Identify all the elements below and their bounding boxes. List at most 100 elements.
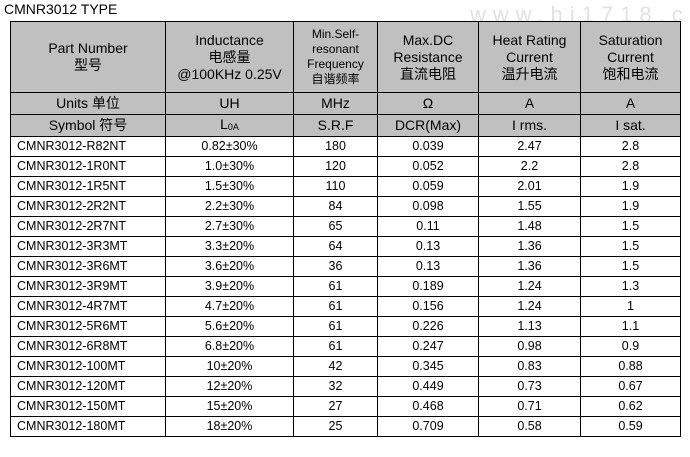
data-row: CMNR3012-6R8MT 6.8±20% 61 0.247 0.98 0.9 bbox=[10, 336, 681, 357]
data-row: CMNR3012-3R3MT 3.3±20% 64 0.13 1.36 1.5 bbox=[10, 236, 681, 257]
header-cell: Saturation Current 饱和电流 bbox=[580, 21, 681, 93]
cell: DCR(Max) bbox=[377, 114, 479, 137]
cell: Ω bbox=[377, 92, 479, 115]
data-row: CMNR3012-180MT 18±20% 25 0.709 0.58 0.59 bbox=[10, 416, 681, 437]
cell: 180 bbox=[293, 136, 378, 157]
cell: UH bbox=[165, 92, 294, 115]
cell: 0.59 bbox=[580, 416, 681, 437]
cell: 0.13 bbox=[377, 256, 479, 277]
header-line: Max.DC bbox=[402, 31, 454, 48]
cell: 0.82±30% bbox=[165, 136, 294, 157]
header-line: Part Number bbox=[48, 40, 128, 56]
cell: 120 bbox=[293, 156, 378, 177]
cell: 0.13 bbox=[377, 236, 479, 257]
header-row: Part Number 型号 Inductance 电感量 @100KHz 0.25V M… bbox=[10, 21, 681, 93]
cell: 1.3 bbox=[580, 276, 681, 297]
cell: 0.468 bbox=[377, 396, 479, 417]
cell: I rms. bbox=[478, 114, 581, 137]
cell: A bbox=[478, 92, 581, 115]
cell: 1.0±30% bbox=[165, 156, 294, 177]
cell: 0.11 bbox=[377, 216, 479, 237]
cell: 2.47 bbox=[478, 136, 581, 157]
header-line: Inductance bbox=[195, 31, 264, 48]
data-row: CMNR3012-4R7MT 4.7±20% 61 0.156 1.24 1 bbox=[10, 296, 681, 317]
header-line: Current bbox=[607, 48, 654, 65]
cell: CMNR3012-150MT bbox=[10, 396, 166, 417]
cell: 64 bbox=[293, 236, 378, 257]
cell: CMNR3012-6R8MT bbox=[10, 336, 166, 357]
header-line: 电感量 bbox=[208, 48, 251, 65]
header-line: Current bbox=[506, 48, 553, 65]
cell: 110 bbox=[293, 176, 378, 197]
cell: 0.58 bbox=[478, 416, 581, 437]
cell: 61 bbox=[293, 336, 378, 357]
header-cell: Heat Rating Current 温升电流 bbox=[478, 21, 581, 93]
cell: 2.2 bbox=[478, 156, 581, 177]
cell: 0.88 bbox=[580, 356, 681, 377]
cell: 0.247 bbox=[377, 336, 479, 357]
header-cell: Part Number 型号 bbox=[10, 21, 166, 93]
cell: 0.9 bbox=[580, 336, 681, 357]
cell: 0.098 bbox=[377, 196, 479, 217]
cell: 1.9 bbox=[580, 176, 681, 197]
cell: 0.62 bbox=[580, 396, 681, 417]
cell: 0.449 bbox=[377, 376, 479, 397]
cell: CMNR3012-1R0NT bbox=[10, 156, 166, 177]
cell: 0.73 bbox=[478, 376, 581, 397]
cell: 3.9±20% bbox=[165, 276, 294, 297]
data-row: CMNR3012-100MT 10±20% 42 0.345 0.83 0.88 bbox=[10, 356, 681, 377]
header-line: 饱和电流 bbox=[602, 65, 659, 82]
cell: 10±20% bbox=[165, 356, 294, 377]
cell: 18±20% bbox=[165, 416, 294, 437]
cell: 1.9 bbox=[580, 196, 681, 217]
data-row: CMNR3012-3R6MT 3.6±20% 36 0.13 1.36 1.5 bbox=[10, 256, 681, 277]
cell: CMNR3012-1R5NT bbox=[10, 176, 166, 197]
header-line: Frequency bbox=[307, 57, 364, 71]
cell: 42 bbox=[293, 356, 378, 377]
cell: 0.226 bbox=[377, 316, 479, 337]
cell: 1.5 bbox=[580, 216, 681, 237]
cell: 1.55 bbox=[478, 196, 581, 217]
cell: 12±20% bbox=[165, 376, 294, 397]
cell: L0A bbox=[165, 114, 294, 137]
symbols-row: Symbol 符号 L0A S.R.F DCR(Max) I rms. I sat. bbox=[10, 114, 681, 137]
cell: A bbox=[580, 92, 681, 115]
cell: 61 bbox=[293, 296, 378, 317]
cell: 3.3±20% bbox=[165, 236, 294, 257]
cell: 1.36 bbox=[478, 236, 581, 257]
cell: 27 bbox=[293, 396, 378, 417]
cell: CMNR3012-R82NT bbox=[10, 136, 166, 157]
header-line: 温升电流 bbox=[501, 65, 558, 82]
cell: 0.71 bbox=[478, 396, 581, 417]
cell: 1 bbox=[580, 296, 681, 317]
cell: 65 bbox=[293, 216, 378, 237]
cell: 61 bbox=[293, 316, 378, 337]
cell: 0.83 bbox=[478, 356, 581, 377]
data-row: CMNR3012-120MT 12±20% 32 0.449 0.73 0.67 bbox=[10, 376, 681, 397]
cell: Units 单位 bbox=[10, 92, 166, 115]
cell: 0.039 bbox=[377, 136, 479, 157]
header-line: Heat Rating bbox=[492, 31, 567, 48]
cell: 0.156 bbox=[377, 296, 479, 317]
cell: 2.2±30% bbox=[165, 196, 294, 217]
cell: CMNR3012-3R3MT bbox=[10, 236, 166, 257]
cell: 5.6±20% bbox=[165, 316, 294, 337]
cell: CMNR3012-3R9MT bbox=[10, 276, 166, 297]
cell: 0.67 bbox=[580, 376, 681, 397]
data-row: CMNR3012-2R7NT 2.7±30% 65 0.11 1.48 1.5 bbox=[10, 216, 681, 237]
cell: CMNR3012-5R6MT bbox=[10, 316, 166, 337]
cell: 32 bbox=[293, 376, 378, 397]
cell: 0.059 bbox=[377, 176, 479, 197]
spec-table: Part Number 型号 Inductance 电感量 @100KHz 0.25V M… bbox=[10, 21, 681, 437]
cell: 3.6±20% bbox=[165, 256, 294, 277]
header-line: 自谐频率 bbox=[311, 72, 360, 86]
data-row: CMNR3012-5R6MT 5.6±20% 61 0.226 1.13 1.1 bbox=[10, 316, 681, 337]
cell: 1.1 bbox=[580, 316, 681, 337]
data-row: CMNR3012-1R5NT 1.5±30% 110 0.059 2.01 1.9 bbox=[10, 176, 681, 197]
cell: 61 bbox=[293, 276, 378, 297]
cell: 4.7±20% bbox=[165, 296, 294, 317]
cell: 15±20% bbox=[165, 396, 294, 417]
units-row: Units 单位 UH MHz Ω A A bbox=[10, 92, 681, 115]
cell: 1.5 bbox=[580, 256, 681, 277]
cell: 0.345 bbox=[377, 356, 479, 377]
